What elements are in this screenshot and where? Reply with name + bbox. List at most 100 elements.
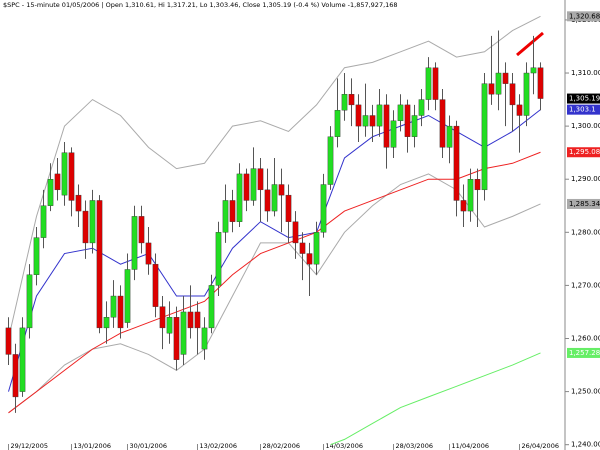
value-tag-label: 1,303.1 (569, 106, 596, 114)
candle-body (306, 253, 313, 265)
overlay-line (8, 173, 541, 414)
candle-body (376, 104, 383, 127)
candle-body (355, 104, 362, 127)
candle-body (432, 67, 439, 100)
x-tick-label: 28/02/2006 (263, 442, 300, 450)
candle-body (411, 115, 418, 137)
candle-body (397, 104, 404, 122)
candle-body (75, 194, 82, 212)
x-tick-label: 14/03/2006 (326, 442, 363, 450)
candle-body (446, 125, 453, 148)
y-tick-label: 1,310.00 (571, 69, 600, 77)
candle-body (54, 173, 61, 191)
candle-body (40, 205, 47, 238)
candle-body (61, 152, 68, 196)
candle-body (215, 232, 222, 286)
candle-body (257, 168, 264, 191)
candle-body (145, 242, 152, 265)
candle-body (187, 311, 194, 329)
y-tick-label: 1,240.00 (571, 441, 600, 449)
candle-body (334, 109, 341, 137)
candle-body (488, 83, 495, 95)
value-tag (567, 11, 600, 22)
candle-body (110, 295, 117, 318)
candle-body (159, 306, 166, 329)
candle-body (229, 200, 236, 222)
value-tag-label: 1,295.08 (569, 148, 600, 156)
candle-body (173, 317, 180, 360)
candle-body (502, 72, 509, 84)
x-tick-label: 28/03/2006 (396, 442, 433, 450)
value-tag-label: 1,305.19 (569, 95, 600, 103)
candle-body (481, 83, 488, 191)
candle-body (208, 285, 215, 329)
candle-body (278, 184, 285, 196)
x-tick-label: 29/12/2005 (11, 442, 48, 450)
candle-body (418, 99, 425, 116)
candle-body (264, 189, 271, 212)
candle-body (26, 274, 33, 329)
candle-body (138, 216, 145, 244)
candle-body (250, 168, 257, 201)
candle-body (292, 221, 299, 244)
candle-body (89, 200, 96, 244)
value-tag (567, 147, 600, 158)
candle-body (236, 173, 243, 222)
x-tick-label: 26/04/2006 (522, 442, 559, 450)
candle-body (537, 67, 544, 99)
candle-body (131, 216, 138, 270)
candle-body (180, 311, 187, 355)
candle-body (82, 210, 89, 244)
value-tag (567, 104, 600, 115)
candle-body (117, 295, 124, 329)
candle-body (460, 200, 467, 212)
candle-body (439, 99, 446, 148)
value-tag-label: 1,320.68 (569, 12, 600, 20)
x-tick-label: 13/01/2006 (74, 442, 111, 450)
candle-body (201, 327, 208, 350)
candle-body (124, 269, 131, 323)
candle-body (320, 184, 327, 233)
candle-body (243, 173, 250, 201)
candle-body (369, 115, 376, 127)
candle-body (425, 67, 432, 100)
y-tick-label: 1,300.00 (571, 122, 600, 130)
overlay-line (8, 15, 541, 339)
candle-body (327, 136, 334, 185)
y-tick-label: 1,250.00 (571, 388, 600, 396)
candle-body (530, 67, 537, 74)
candle-body (68, 152, 75, 201)
candle-body (271, 184, 278, 212)
overlay-line (330, 352, 541, 446)
candle-body (47, 179, 54, 206)
candle-body (390, 120, 397, 148)
candle-body (103, 317, 110, 329)
candle-body (5, 327, 12, 355)
candle-body (404, 104, 411, 137)
candle-body (362, 115, 369, 127)
candle-body (285, 194, 292, 222)
candle-body (523, 72, 530, 116)
candle-body (152, 263, 159, 307)
value-tag (567, 198, 600, 209)
overlay-line (8, 151, 541, 414)
candle-body (516, 104, 523, 116)
value-tag-label: 1,285.34 (569, 200, 600, 208)
candle-body (33, 237, 40, 275)
candle-body (12, 354, 19, 398)
value-tag-label: 1,257.28 (569, 349, 600, 357)
y-tick-label: 1,270.00 (571, 281, 600, 289)
x-tick-label: 30/01/2006 (130, 442, 167, 450)
candle-body (467, 179, 474, 212)
candle-body (19, 327, 26, 392)
candle-body (341, 94, 348, 111)
candle-body (313, 232, 320, 265)
candle-body (453, 125, 460, 201)
candle-body (348, 94, 355, 106)
candle-body (166, 317, 173, 334)
trend-annotation (516, 31, 544, 57)
candle-body (299, 242, 306, 254)
value-tag (567, 347, 600, 358)
candle-body (222, 200, 229, 233)
